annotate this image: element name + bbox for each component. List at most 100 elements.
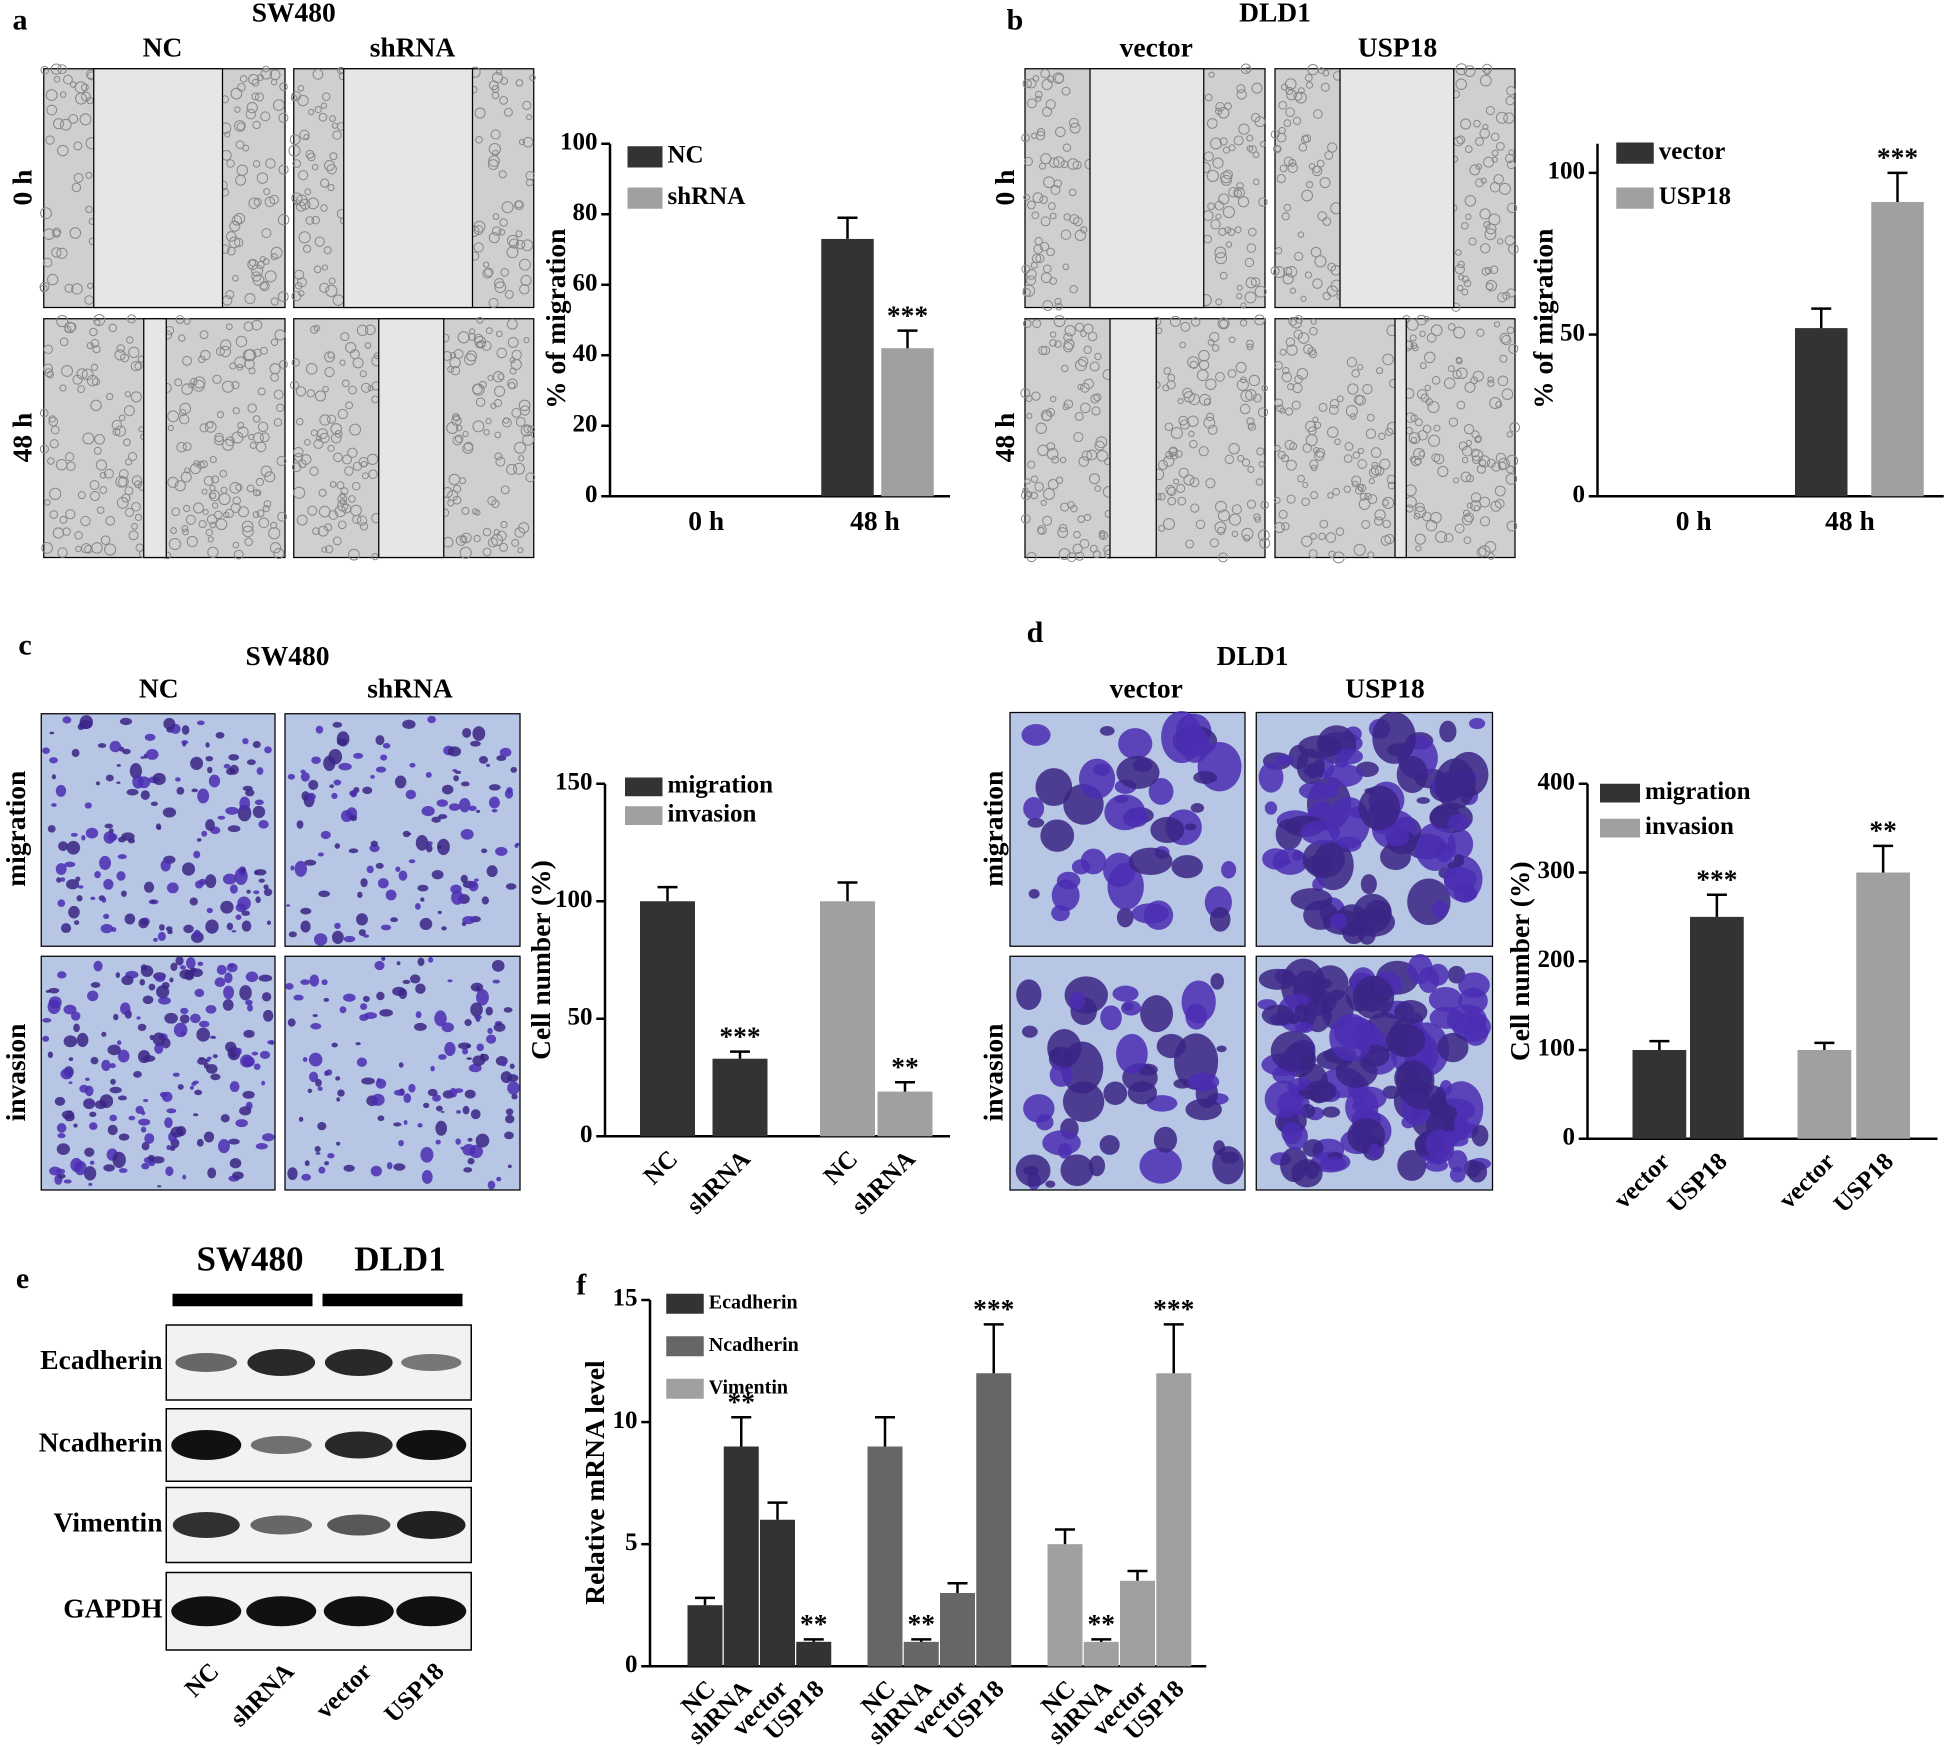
- cell: [1479, 496, 1491, 508]
- cell: [46, 370, 54, 379]
- cell: [1068, 188, 1077, 197]
- cell: [522, 136, 534, 148]
- stained-cell: [1171, 854, 1203, 879]
- stained-cell: [160, 859, 171, 872]
- stained-cell: [462, 1048, 469, 1055]
- cell: [42, 257, 53, 268]
- stained-cell: [1303, 997, 1332, 1033]
- stained-cell: [1414, 823, 1456, 871]
- cell: [1209, 538, 1219, 548]
- legend-swatch: [666, 1336, 704, 1357]
- stained-cell: [381, 955, 386, 962]
- cell: [1254, 285, 1267, 298]
- cell: [488, 232, 500, 244]
- stained-cell: [121, 832, 135, 841]
- stained-cell: [169, 1146, 176, 1151]
- cell: [213, 510, 223, 520]
- cell: [342, 454, 353, 465]
- cell: [264, 270, 277, 283]
- x-tick-label: vector: [1774, 1148, 1840, 1214]
- band: [397, 1511, 466, 1539]
- stained-cell: [175, 777, 181, 782]
- error-bar: [875, 1415, 896, 1447]
- cell: [49, 510, 59, 519]
- stained-cell: [60, 877, 66, 882]
- stained-cell: [353, 752, 364, 759]
- cell: [248, 197, 260, 209]
- cell: [1078, 356, 1089, 367]
- stained-cell: [261, 992, 272, 1002]
- stained-cell: [371, 1093, 385, 1106]
- cell: [1464, 381, 1476, 393]
- cell: [171, 507, 181, 517]
- cell: [276, 456, 287, 466]
- cell: [1217, 106, 1230, 119]
- stained-cell: [118, 1168, 128, 1174]
- stained-cell: [109, 1086, 122, 1094]
- stained-cell: [181, 725, 190, 735]
- cell: [1047, 75, 1055, 83]
- stained-cell: [465, 1044, 471, 1048]
- band: [324, 1431, 393, 1459]
- cell: [1452, 477, 1460, 484]
- cell: [290, 94, 298, 102]
- cell: [1236, 89, 1247, 100]
- cell: [1026, 78, 1037, 89]
- stained-cell: [440, 1110, 445, 1113]
- cell: [517, 547, 524, 554]
- stained-cell: [334, 843, 341, 849]
- stained-cell: [444, 1041, 456, 1057]
- cell: [1075, 551, 1085, 561]
- error-bar: [895, 1080, 916, 1092]
- cell: [174, 378, 183, 387]
- cell: [279, 360, 288, 369]
- label: 0 h: [989, 170, 1020, 206]
- label: 48 h: [989, 413, 1020, 463]
- cell: [1024, 478, 1031, 485]
- cell: [274, 329, 286, 341]
- stained-cell: [451, 890, 464, 905]
- cell: [1470, 492, 1482, 503]
- cell: [1503, 112, 1515, 124]
- cell: [236, 363, 244, 371]
- cell: [1309, 326, 1318, 336]
- cell: [1177, 496, 1187, 506]
- cell: [1214, 246, 1227, 259]
- cell: [209, 456, 217, 464]
- stained-cell: [109, 740, 122, 753]
- cell: [508, 381, 516, 390]
- cell: [1506, 86, 1516, 96]
- cell: [447, 365, 455, 373]
- cell: [1237, 454, 1245, 462]
- cell: [320, 102, 328, 109]
- stained-cell: [318, 890, 330, 898]
- cell: [269, 194, 279, 205]
- cell: [1309, 532, 1318, 540]
- cell: [198, 520, 207, 529]
- stained-cell: [509, 1063, 515, 1069]
- cell: [1046, 447, 1059, 460]
- stained-cell: [1275, 754, 1295, 766]
- stained-cell: [386, 1162, 393, 1170]
- stained-cell: [203, 1131, 215, 1143]
- cell: [1351, 480, 1359, 488]
- stained-cell: [485, 1006, 493, 1016]
- cell: [1455, 356, 1462, 364]
- cell: [1502, 291, 1511, 300]
- cell: [462, 442, 474, 454]
- cell: [461, 506, 470, 515]
- cell: [1042, 515, 1053, 526]
- error-bar: [1887, 171, 1908, 202]
- cell: [1046, 407, 1056, 417]
- stained-cell: [186, 957, 196, 969]
- label: invasion: [0, 1024, 31, 1122]
- cell: [306, 152, 316, 162]
- cell: [269, 542, 282, 554]
- stained-cell: [296, 820, 304, 829]
- stained-cell: [216, 964, 227, 975]
- cell: [1506, 202, 1518, 214]
- error-bar: [731, 1415, 752, 1447]
- cell: [1281, 371, 1293, 383]
- cell: [1501, 388, 1514, 400]
- stained-cell: [402, 979, 411, 984]
